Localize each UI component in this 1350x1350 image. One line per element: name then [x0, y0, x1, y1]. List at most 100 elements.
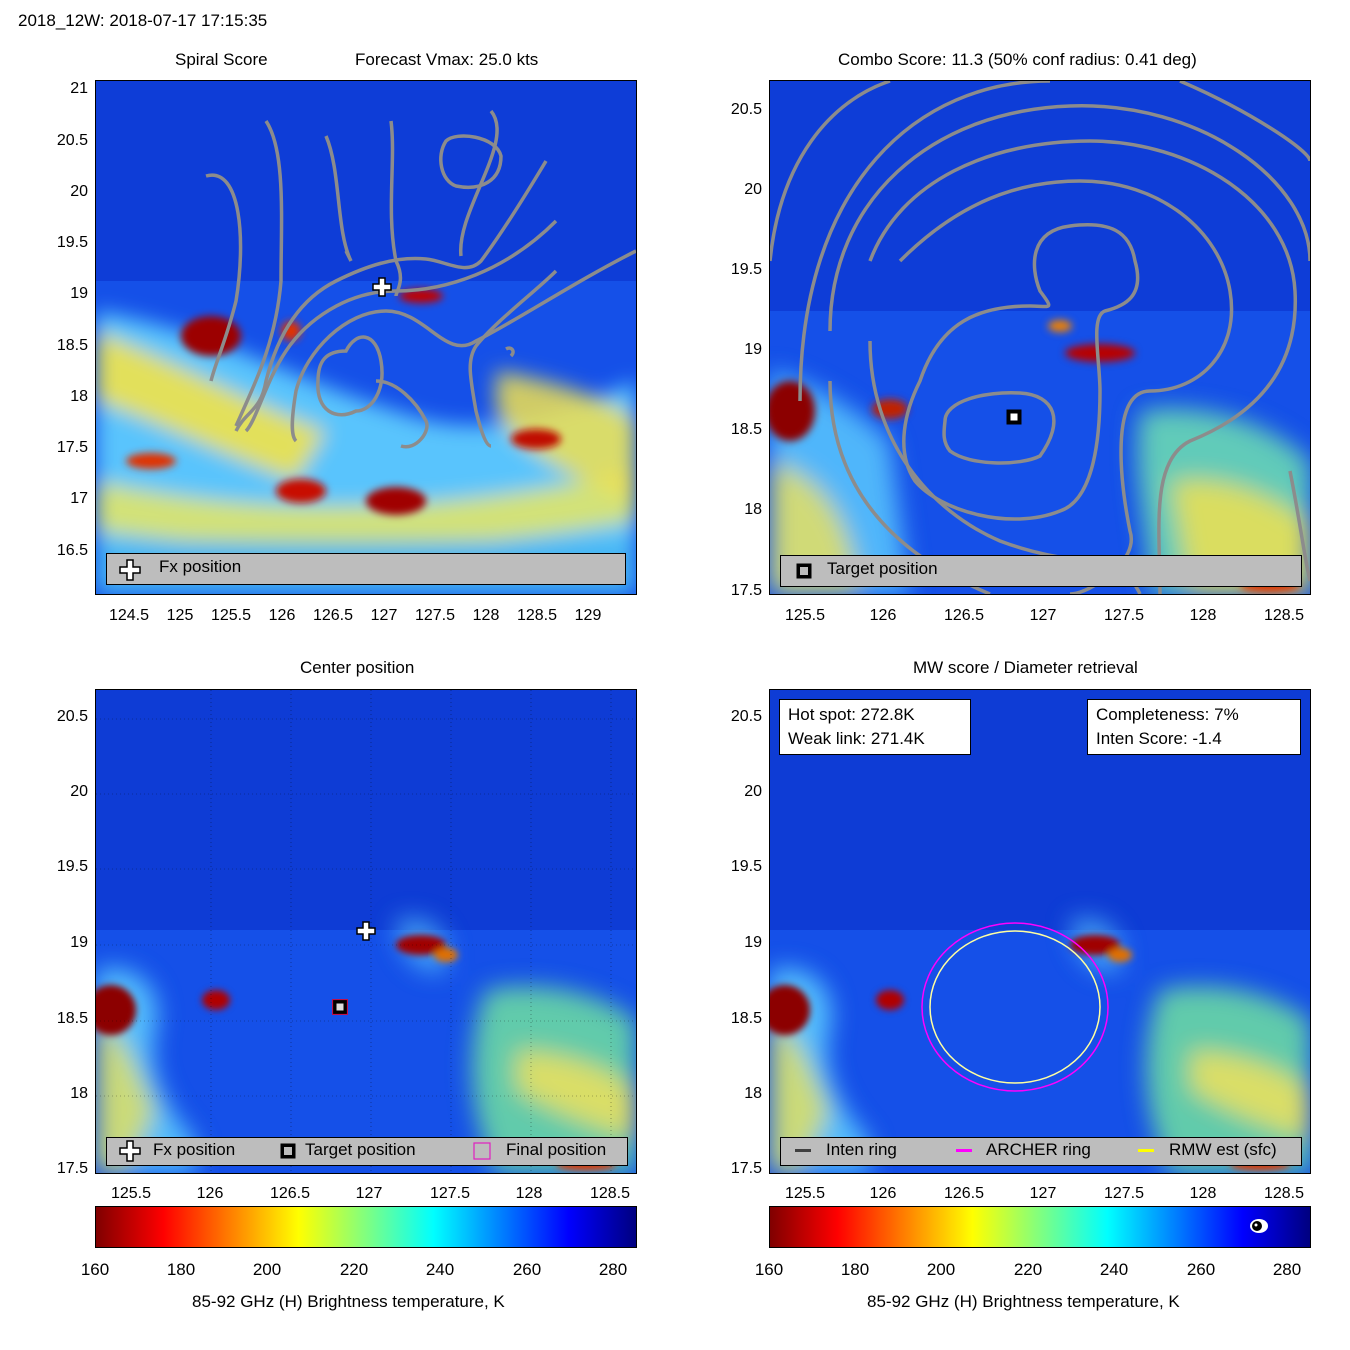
spiral-xtick: 126 [268, 607, 296, 624]
weak-link-value: Weak link: 271.4K [788, 729, 925, 748]
spiral-xtick: 127 [370, 607, 398, 624]
colorbar-tick: 200 [926, 1260, 956, 1279]
colorbar-tick: 240 [425, 1260, 455, 1279]
combo-ytick: 20 [744, 181, 762, 198]
colorbar-right [769, 1206, 1311, 1248]
combo-ytick: 17.5 [730, 582, 762, 599]
mw-legend: Inten ring ARCHER ring RMW est (sfc) [780, 1137, 1302, 1166]
fx-position-icon [119, 1140, 141, 1167]
combo-xtick: 125.5 [784, 607, 826, 624]
mw-ytick: 18.5 [730, 1010, 762, 1027]
mw-xtick: 128 [1189, 1185, 1217, 1202]
center-ytick: 19 [70, 934, 88, 951]
colorbar-left-label: 85-92 GHz (H) Brightness temperature, K [192, 1292, 505, 1311]
hot-spot-info: Hot spot: 272.8K Weak link: 271.4K [779, 699, 971, 755]
center-xtick: 128 [515, 1185, 543, 1202]
colorbar-tick: 160 [754, 1260, 784, 1279]
colorbar-tick: 180 [166, 1260, 196, 1279]
colorbar-right-label: 85-92 GHz (H) Brightness temperature, K [867, 1292, 1180, 1311]
combo-score-plot: Target position [769, 80, 1311, 595]
center-ytick: 19.5 [56, 858, 88, 875]
mw-xtick: 128.5 [1263, 1185, 1305, 1202]
mw-xtick: 126 [869, 1185, 897, 1202]
spiral-legend: Fx position [106, 553, 626, 585]
spiral-ytick: 18 [70, 388, 88, 405]
center-ytick: 18.5 [56, 1010, 88, 1027]
spiral-xtick: 128 [472, 607, 500, 624]
spiral-ytick: 16.5 [56, 542, 88, 559]
inten-score-value: Inten Score: -1.4 [1096, 729, 1222, 748]
combo-xtick: 127 [1029, 607, 1057, 624]
spiral-panel-title: Spiral Score [175, 50, 268, 69]
page-title: 2018_12W: 2018-07-17 17:15:35 [18, 11, 268, 30]
combo-ytick: 20.5 [730, 101, 762, 118]
legend-archer-label: ARCHER ring [986, 1140, 1091, 1159]
colorbar-left [95, 1206, 637, 1248]
archer-ring-icon [956, 1149, 972, 1152]
mw-xtick: 126.5 [943, 1185, 985, 1202]
combo-legend: Target position [780, 555, 1302, 587]
combo-ytick: 18 [744, 501, 762, 518]
mw-score-plot: Hot spot: 272.8K Weak link: 271.4K Compl… [769, 689, 1311, 1174]
colorbar-tick: 260 [512, 1260, 542, 1279]
spiral-ytick: 19 [70, 285, 88, 302]
colorbar-tick: 180 [840, 1260, 870, 1279]
mw-xtick: 127.5 [1103, 1185, 1145, 1202]
spiral-xtick: 125 [166, 607, 194, 624]
fx-position-icon [119, 559, 141, 586]
center-ytick: 17.5 [56, 1160, 88, 1177]
spiral-xtick: 129 [574, 607, 602, 624]
colorbar-tick: 260 [1186, 1260, 1216, 1279]
mw-ytick: 19.5 [730, 858, 762, 875]
spiral-xtick: 125.5 [210, 607, 252, 624]
center-gridlines [96, 690, 636, 1173]
combo-xtick: 127.5 [1103, 607, 1145, 624]
eye-icon [1248, 1218, 1270, 1239]
center-position-plot: Fx position Target position Final positi… [95, 689, 637, 1174]
legend-inten-label: Inten ring [826, 1140, 897, 1159]
spiral-ytick: 17 [70, 490, 88, 507]
center-xtick: 126.5 [269, 1185, 311, 1202]
legend-target-label: Target position [827, 559, 938, 578]
combo-ytick: 18.5 [730, 421, 762, 438]
spiral-ytick: 20.5 [56, 132, 88, 149]
combo-ytick: 19 [744, 341, 762, 358]
rmw-ring-icon [1138, 1149, 1154, 1152]
spiral-score-plot: Fx position [95, 80, 637, 595]
spiral-xtick: 128.5 [516, 607, 558, 624]
target-position-marker [332, 999, 348, 1015]
combo-heatmap [770, 81, 1310, 594]
mw-ytick: 20.5 [730, 708, 762, 725]
spiral-xtick: 127.5 [414, 607, 456, 624]
target-position-icon [279, 1142, 297, 1165]
completeness-value: Completeness: 7% [1096, 705, 1239, 724]
center-xtick: 127 [355, 1185, 383, 1202]
combo-xtick: 128 [1189, 607, 1217, 624]
combo-xtick: 128.5 [1263, 607, 1305, 624]
mw-ytick: 20 [744, 783, 762, 800]
center-ytick: 18 [70, 1085, 88, 1102]
spiral-panel-vmax: Forecast Vmax: 25.0 kts [355, 50, 539, 69]
colorbar-tick: 160 [80, 1260, 110, 1279]
spiral-xtick: 124.5 [108, 607, 150, 624]
completeness-info: Completeness: 7% Inten Score: -1.4 [1087, 699, 1301, 755]
center-ytick: 20.5 [56, 708, 88, 725]
target-position-icon [795, 562, 813, 585]
spiral-ytick: 19.5 [56, 234, 88, 251]
combo-xtick: 126 [869, 607, 897, 624]
final-position-icon [473, 1142, 491, 1165]
colorbar-tick: 240 [1099, 1260, 1129, 1279]
center-xtick: 125.5 [110, 1185, 152, 1202]
spiral-ytick: 20 [70, 183, 88, 200]
final-position-marker [331, 998, 349, 1016]
colorbar-tick: 200 [252, 1260, 282, 1279]
spiral-xtick: 126.5 [312, 607, 354, 624]
legend-fx-label: Fx position [159, 557, 242, 576]
combo-ytick: 19.5 [730, 261, 762, 278]
spiral-contours [205, 109, 636, 449]
spiral-ytick: 18.5 [56, 337, 88, 354]
archer-ring [921, 922, 1109, 1092]
center-panel-title: Center position [300, 658, 415, 677]
center-legend: Fx position Target position Final positi… [106, 1137, 628, 1166]
hot-spot-value: Hot spot: 272.8K [788, 705, 915, 724]
